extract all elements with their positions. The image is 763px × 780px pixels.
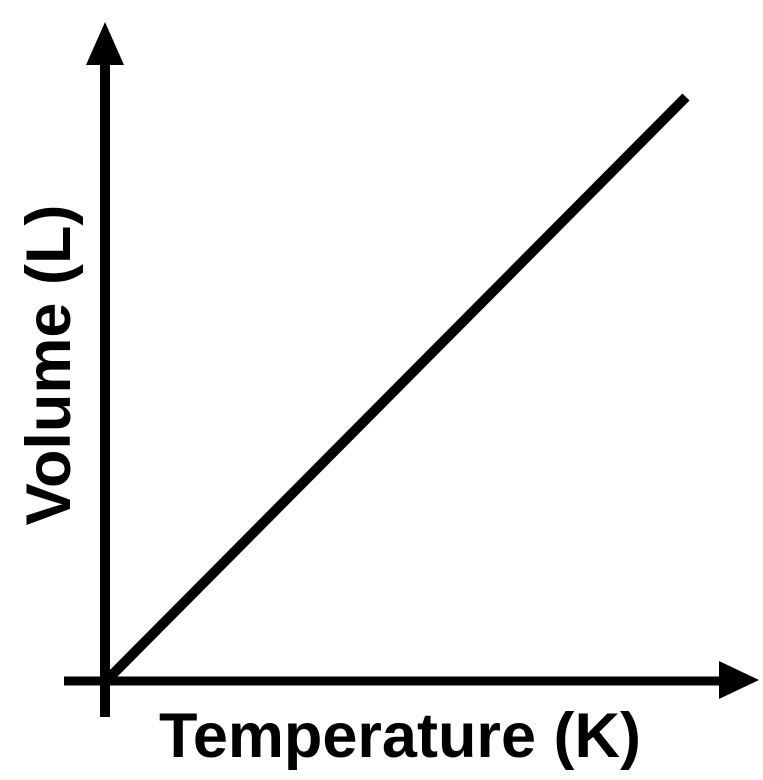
- data-line: [102, 93, 690, 685]
- x-axis-arrowhead-icon: [719, 661, 759, 699]
- y-axis-label: Volume (L): [14, 205, 84, 526]
- y-axis-arrowhead-icon: [86, 22, 124, 65]
- x-axis-label: Temperature (K): [159, 701, 641, 771]
